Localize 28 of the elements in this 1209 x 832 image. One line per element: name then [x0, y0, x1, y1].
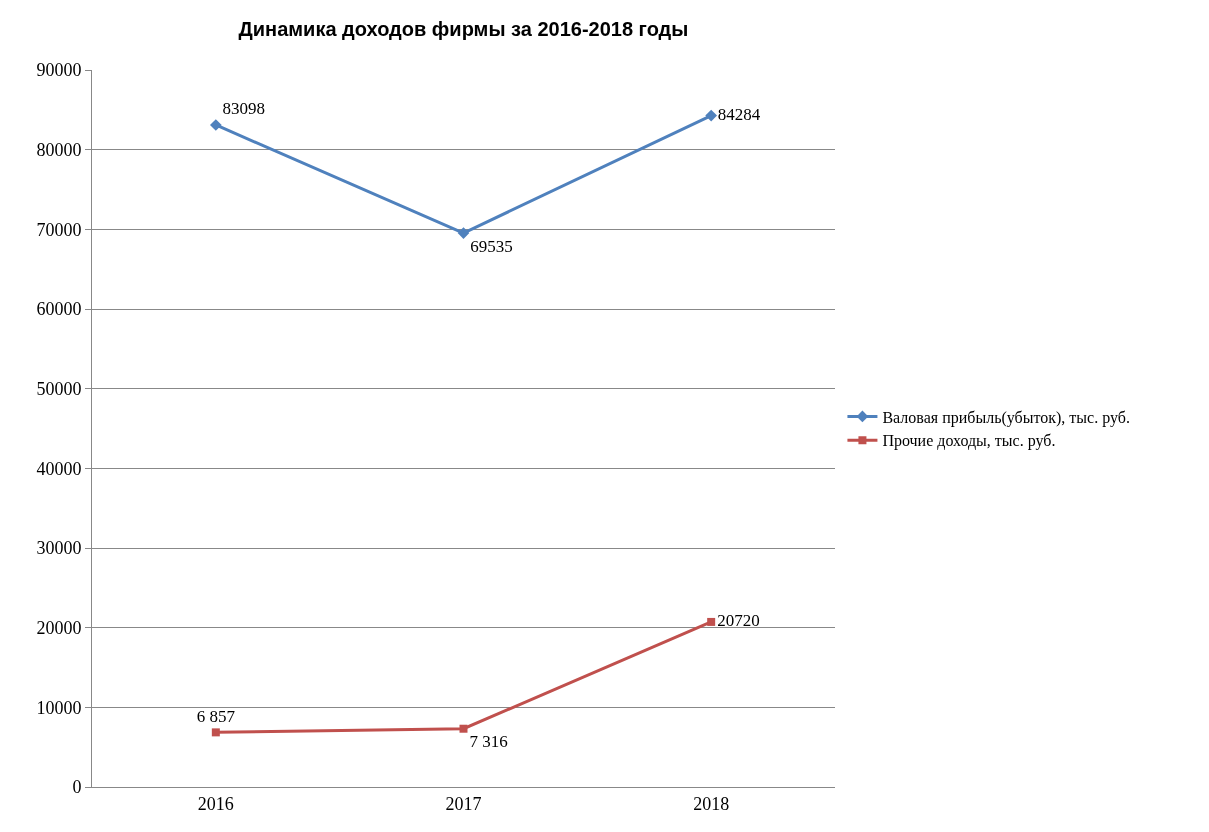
- legend-label: Прочие доходы, тыс. руб.: [882, 432, 1056, 451]
- point: [457, 227, 470, 239]
- y-tick-label: 40000: [36, 458, 82, 479]
- y-tick-label: 50000: [36, 378, 82, 399]
- y-tick-label: 30000: [36, 538, 82, 559]
- y-tick-label: 0: [72, 777, 82, 798]
- y-tick-label: 90000: [36, 60, 82, 81]
- y-tick-label: 80000: [36, 139, 82, 160]
- point: [209, 119, 222, 131]
- point: [459, 724, 468, 733]
- y-tick-label: 70000: [36, 219, 82, 240]
- x-tick-label: 2017: [445, 793, 482, 814]
- point: [211, 728, 220, 737]
- x-tick-label: 2018: [693, 793, 730, 814]
- data-label: 20720: [717, 611, 760, 631]
- x-tick-label: 2016: [197, 793, 234, 814]
- y-tick-label: 20000: [36, 617, 82, 638]
- legend-label: Валовая прибыль(убыток), тыс. руб.: [882, 408, 1130, 427]
- point: [705, 109, 718, 122]
- data-label: 83098: [222, 99, 265, 119]
- point: [707, 617, 716, 626]
- data-label: 69535: [470, 237, 513, 257]
- y-tick-label: 60000: [36, 299, 82, 320]
- data-label: 84284: [717, 104, 761, 124]
- data-label: 6 857: [196, 707, 236, 727]
- chart-title: Динамика доходов фирмы за 2016-2018 годы: [238, 18, 689, 41]
- y-tick-label: 10000: [36, 697, 82, 718]
- data-label: 7 316: [469, 732, 508, 752]
